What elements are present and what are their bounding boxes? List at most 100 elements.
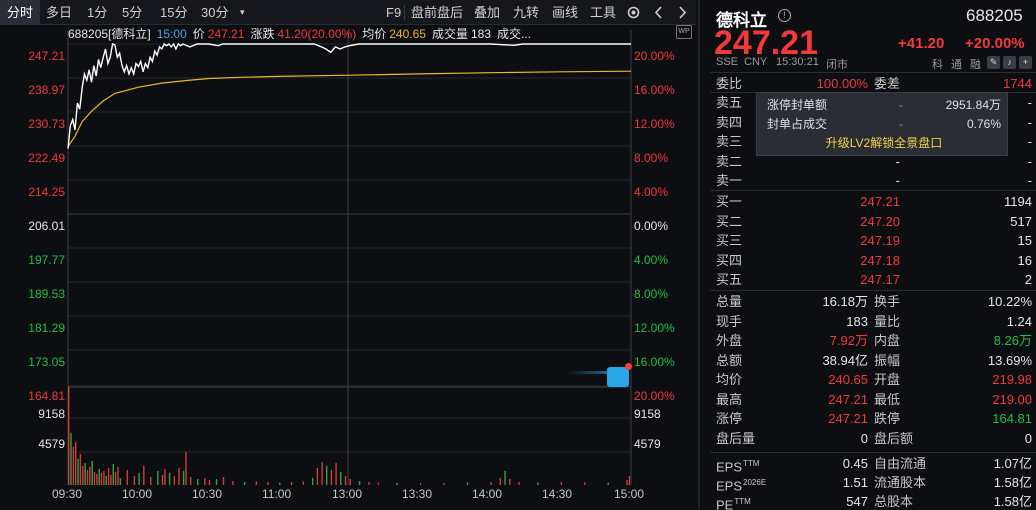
settings-icon[interactable]: [626, 0, 642, 25]
sell-level[interactable]: 卖一 - -: [700, 171, 1036, 190]
level-label: 买二: [716, 213, 743, 229]
limit-order-ratio-dash: -: [899, 117, 903, 131]
volume-bar: [168, 472, 171, 485]
volume-bar: [105, 476, 107, 485]
fin-label-sup: TTM: [734, 497, 751, 506]
volume-bar: [79, 453, 82, 485]
tab-30min[interactable]: 30分: [201, 5, 229, 20]
weibi-value: 100.00%: [816, 76, 868, 91]
stock-name: 德科立: [716, 11, 767, 30]
volume-bar: [70, 432, 72, 485]
buy-level[interactable]: 买一 247.21 1194: [700, 192, 1036, 211]
toolbar-divider: [404, 5, 405, 20]
sell-level[interactable]: 卖二 - -: [700, 152, 1036, 171]
tab-5min[interactable]: 5分: [122, 5, 143, 20]
add-icon[interactable]: +: [1019, 56, 1032, 69]
expand-right-icon[interactable]: [676, 0, 690, 25]
limit-order-ratio-label: 封单占成交: [767, 117, 828, 131]
level-price: 247.20: [860, 213, 900, 229]
limit-order-amount-value: 2951.84万: [945, 98, 1001, 112]
stat-value: 247.21: [828, 391, 868, 407]
edit-icon[interactable]: ✎: [987, 56, 1000, 69]
limit-order-amount-label: 涨停封单额: [767, 98, 828, 112]
volume-bar: [243, 482, 246, 485]
volume-bar: [349, 479, 351, 485]
f9-button[interactable]: F9: [386, 5, 402, 20]
tag-margin: 融: [970, 59, 981, 71]
info-vol: 183: [470, 27, 491, 41]
fin-label: EPS2026E: [716, 473, 766, 495]
price-tick: 230.73: [28, 117, 65, 131]
volume-bar: [114, 471, 117, 485]
time-tick: 10:00: [122, 487, 153, 501]
chart-toolbar: 分时 多日 1分 5分 15分 30分 ▾ F9 盘前盘后 叠加 九转 画线 工…: [0, 0, 696, 25]
percent-tick: 4.00%: [634, 253, 669, 267]
price-tick: 189.53: [28, 287, 65, 301]
upgrade-lv2-link[interactable]: 升级LV2解锁全景盘口: [825, 136, 943, 150]
buy-level[interactable]: 买四 247.18 16: [700, 251, 1036, 270]
quote-time: 15:30:21: [776, 56, 819, 68]
buy-level[interactable]: 买三 247.19 15: [700, 231, 1036, 250]
time-tick: 09:30: [52, 487, 83, 501]
volume-bar: [89, 466, 91, 485]
volume-bar: [190, 477, 192, 485]
level-label: 卖三: [716, 134, 743, 149]
divider: [710, 290, 1036, 291]
volume-bar: [204, 478, 206, 485]
volume-bar: [91, 460, 93, 485]
price-tick: 214.25: [28, 185, 65, 199]
period-dropdown-icon[interactable]: ▾: [240, 7, 245, 17]
level-price: -: [895, 153, 900, 169]
draw-line-button[interactable]: 画线: [552, 5, 579, 20]
nine-turn-button[interactable]: 九转: [513, 5, 540, 20]
volume-bar: [197, 479, 199, 485]
fin-row: EPSTTM 0.45 自由流通 1.07亿: [700, 454, 1036, 474]
volume-tick: 9158: [634, 407, 661, 421]
float-widget-icon[interactable]: [607, 367, 629, 387]
volume-bar: [368, 482, 370, 485]
volume-bar: [377, 482, 380, 485]
price-tick: 164.81: [28, 389, 65, 403]
volume-bar: [93, 471, 96, 485]
stat-value: 247.21: [828, 411, 868, 426]
tools-button[interactable]: 工具: [590, 5, 617, 20]
overlay-button[interactable]: 叠加: [474, 5, 501, 20]
volume-bar: [77, 458, 79, 485]
volume-bar: [560, 482, 562, 485]
volume-bar: [340, 471, 342, 485]
volume-bar: [279, 482, 281, 485]
stat-value: 13.69%: [987, 352, 1032, 368]
volume-bar: [316, 467, 319, 485]
limit-order-ratio-row: 封单占成交 - 0.76%: [767, 115, 1001, 133]
volume-bar: [75, 441, 77, 485]
bell-icon[interactable]: ♪: [1003, 56, 1016, 69]
divider: [710, 452, 1036, 453]
quote-panel: 德科立 ! 688205 247.21 +41.20 +20.00% SSE C…: [698, 0, 1036, 510]
level-label: 卖四: [716, 114, 743, 130]
volume-bar: [321, 461, 323, 485]
tab-multiday[interactable]: 多日: [46, 5, 73, 20]
tab-intraday[interactable]: 分时: [0, 0, 40, 25]
limit-order-ratio-value: 0.76%: [966, 117, 1001, 131]
volume-bar: [267, 482, 269, 485]
volume-bar: [537, 482, 539, 485]
buy-level[interactable]: 买二 247.20 517: [700, 212, 1036, 231]
intraday-chart[interactable]: 247.21 238.97 230.73 222.49 214.25 206.01 197.…: [0, 25, 696, 510]
info-icon[interactable]: !: [778, 9, 791, 22]
percent-tick: 16.00%: [634, 355, 675, 369]
wp-badge-icon[interactable]: WP: [676, 25, 692, 39]
intraday-chart-svg[interactable]: [0, 25, 696, 510]
time-tick: 11:00: [262, 487, 292, 501]
level-volume: 16: [1017, 252, 1032, 268]
tab-15min[interactable]: 15分: [160, 5, 188, 20]
limit-order-dash: -: [899, 98, 903, 112]
tab-1min[interactable]: 1分: [87, 5, 108, 20]
volume-bar: [72, 446, 75, 485]
price-tick: 238.97: [28, 83, 65, 97]
buy-level[interactable]: 买五 247.17 2: [700, 270, 1036, 289]
stats-row: 涨停 247.21 跌停 164.81: [700, 409, 1036, 428]
stat-value: 164.81: [992, 411, 1032, 426]
level-volume: -: [1027, 153, 1032, 169]
pre-post-market-button[interactable]: 盘前盘后: [411, 5, 464, 20]
expand-left-icon[interactable]: [653, 0, 667, 25]
